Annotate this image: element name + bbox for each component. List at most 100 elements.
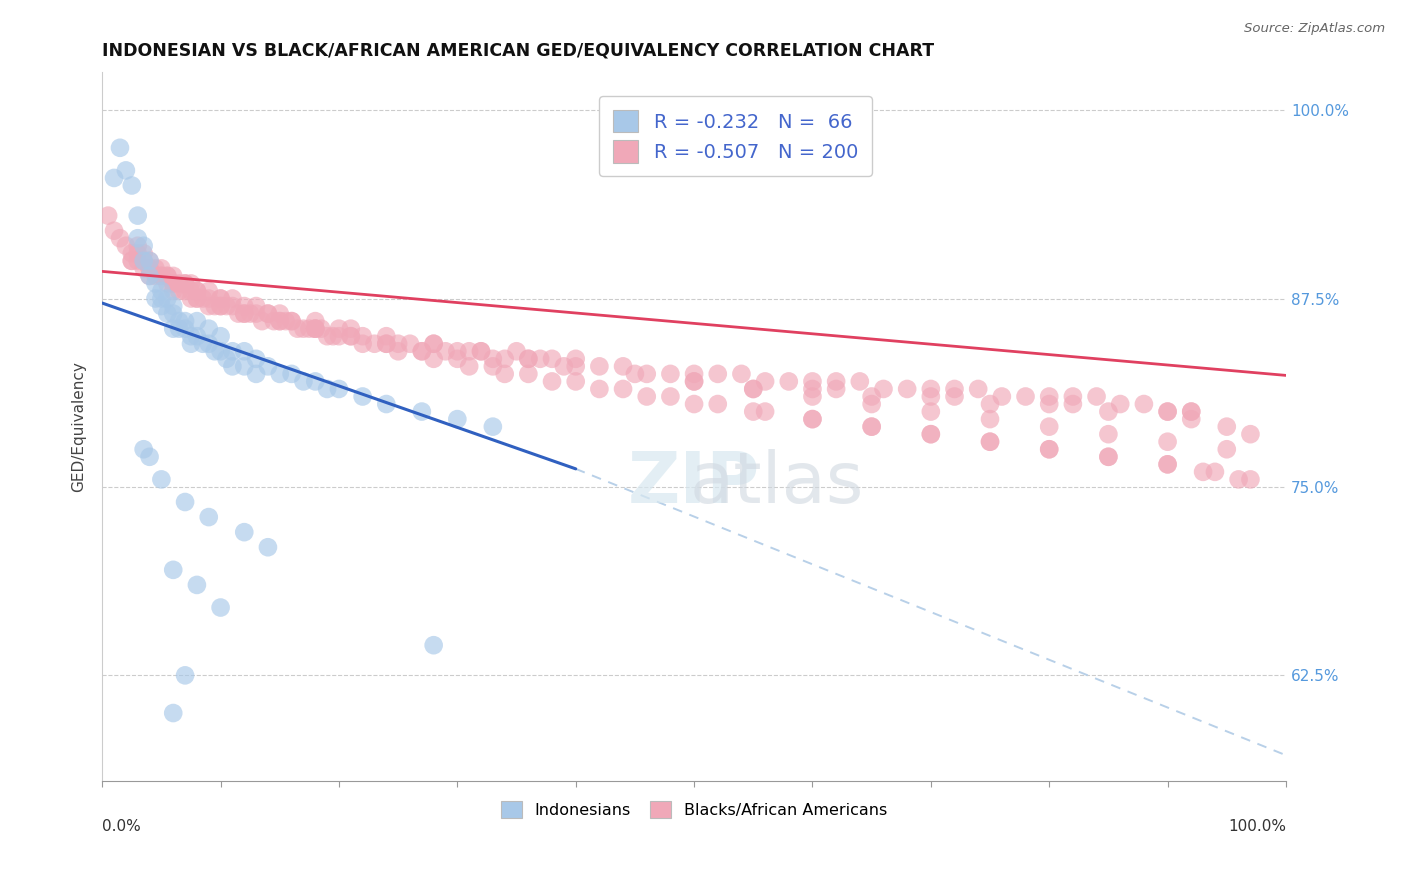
Point — [121, 253, 143, 268]
Point — [209, 600, 232, 615]
Text: INDONESIAN VS BLACK/AFRICAN AMERICAN GED/EQUIVALENCY CORRELATION CHART: INDONESIAN VS BLACK/AFRICAN AMERICAN GED… — [103, 42, 935, 60]
Point — [920, 427, 942, 442]
Point — [150, 472, 173, 486]
Point — [482, 351, 505, 366]
Point — [215, 299, 238, 313]
Point — [174, 321, 197, 335]
Point — [150, 292, 173, 306]
Point — [411, 344, 433, 359]
Point — [1192, 465, 1215, 479]
Point — [304, 321, 326, 335]
Point — [180, 277, 202, 291]
Point — [186, 329, 208, 343]
Point — [209, 344, 232, 359]
Point — [659, 367, 682, 381]
Point — [1038, 442, 1060, 457]
Point — [825, 382, 848, 396]
Point — [352, 329, 374, 343]
Point — [138, 261, 160, 276]
Point — [292, 321, 315, 335]
Point — [150, 261, 173, 276]
Point — [138, 268, 160, 283]
Point — [1204, 465, 1226, 479]
Point — [257, 540, 280, 554]
Point — [127, 239, 149, 253]
Point — [1085, 390, 1108, 404]
Point — [375, 397, 398, 411]
Point — [197, 299, 219, 313]
Point — [979, 397, 1001, 411]
Point — [446, 412, 468, 426]
Point — [257, 307, 280, 321]
Point — [322, 329, 344, 343]
Point — [411, 404, 433, 418]
Point — [801, 382, 824, 396]
Point — [115, 163, 138, 178]
Point — [121, 246, 143, 260]
Point — [588, 382, 610, 396]
Point — [269, 314, 291, 328]
Point — [245, 351, 267, 366]
Point — [375, 336, 398, 351]
Point — [1227, 472, 1250, 486]
Point — [849, 375, 872, 389]
Point — [920, 382, 942, 396]
Point — [132, 261, 155, 276]
Point — [132, 253, 155, 268]
Point — [150, 268, 173, 283]
Point — [328, 382, 350, 396]
Point — [145, 261, 167, 276]
Point — [517, 351, 540, 366]
Point — [97, 209, 120, 223]
Point — [197, 284, 219, 298]
Point — [1097, 450, 1119, 464]
Point — [127, 246, 149, 260]
Point — [494, 351, 516, 366]
Point — [636, 390, 658, 404]
Point — [801, 412, 824, 426]
Point — [180, 284, 202, 298]
Point — [233, 525, 256, 540]
Point — [328, 329, 350, 343]
Point — [1239, 427, 1261, 442]
Point — [103, 224, 125, 238]
Point — [132, 253, 155, 268]
Point — [316, 329, 339, 343]
Point — [967, 382, 990, 396]
Point — [801, 390, 824, 404]
Point — [156, 277, 179, 291]
Point — [482, 359, 505, 374]
Point — [209, 292, 232, 306]
Point — [145, 268, 167, 283]
Point — [132, 442, 155, 457]
Point — [197, 336, 219, 351]
Point — [191, 292, 214, 306]
Point — [150, 284, 173, 298]
Point — [191, 336, 214, 351]
Point — [352, 390, 374, 404]
Point — [1180, 412, 1202, 426]
Point — [541, 375, 564, 389]
Point — [245, 299, 267, 313]
Point — [162, 284, 184, 298]
Point — [541, 351, 564, 366]
Point — [156, 292, 179, 306]
Point — [742, 382, 765, 396]
Point — [274, 314, 297, 328]
Point — [588, 359, 610, 374]
Point — [204, 299, 226, 313]
Point — [683, 375, 706, 389]
Point — [529, 351, 551, 366]
Text: ZIP: ZIP — [628, 449, 761, 518]
Point — [108, 141, 131, 155]
Point — [458, 344, 481, 359]
Point — [221, 299, 243, 313]
Point — [1239, 472, 1261, 486]
Point — [375, 336, 398, 351]
Point — [121, 253, 143, 268]
Point — [167, 284, 190, 298]
Point — [174, 277, 197, 291]
Point — [304, 321, 326, 335]
Point — [162, 321, 184, 335]
Point — [309, 321, 332, 335]
